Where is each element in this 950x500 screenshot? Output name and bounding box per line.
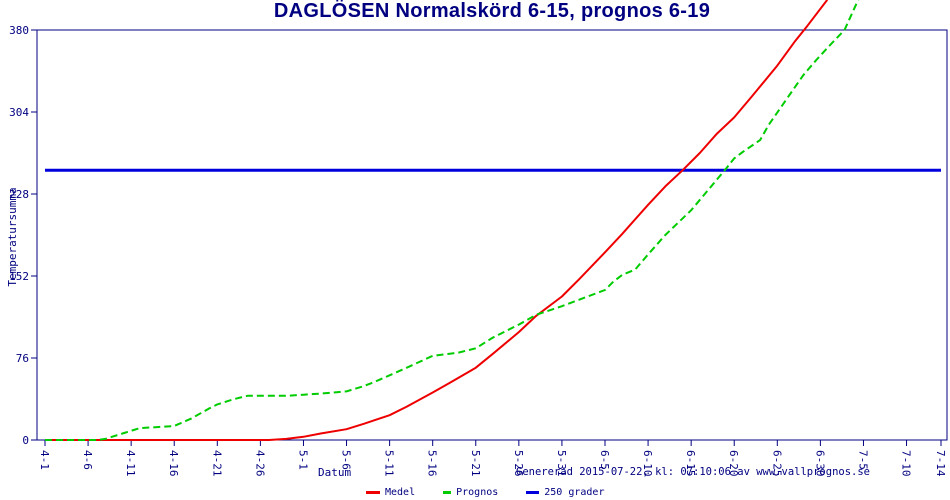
y-tick-label: 152 xyxy=(9,270,29,283)
x-tick-label: 7-14 xyxy=(934,450,947,477)
legend-item-prognos: Prognos xyxy=(443,487,498,498)
x-tick-label: 4-11 xyxy=(124,450,137,477)
plot-frame xyxy=(36,29,948,441)
250-grader-line-sample xyxy=(526,491,540,494)
x-tick-label: 5-26 xyxy=(512,450,525,477)
x-tick-label: 5-16 xyxy=(426,450,439,477)
x-tick-label: 6-25 xyxy=(770,450,783,477)
prognos-line-sample xyxy=(443,491,452,494)
x-tick-label: 5-21 xyxy=(469,450,482,477)
series-prognos-line xyxy=(45,0,860,441)
x-tick-label: 5-31 xyxy=(555,450,568,477)
y-tick-label: 76 xyxy=(16,352,29,365)
x-tick-label: 7-10 xyxy=(900,450,913,477)
x-tick-label: 4-16 xyxy=(167,450,180,477)
series-medel-line xyxy=(45,0,829,441)
generated-timestamp: Genererad 2015-07-22, kl: 07:10:06 av ww… xyxy=(516,466,871,478)
x-axis-title: Datum xyxy=(318,466,352,479)
legend-label-250-grader: 250 grader xyxy=(544,487,605,498)
x-tick-label: 7-5 xyxy=(856,450,869,470)
x-tick-label: 4-6 xyxy=(81,450,94,470)
chart-title: DAGLÖSEN Normalskörd 6-15, prognos 6-19 xyxy=(273,0,711,22)
x-tick-label: 6-5 xyxy=(598,450,611,470)
legend-item-medel: Medel xyxy=(366,487,415,498)
x-tick-label: 6-30 xyxy=(813,450,826,477)
y-tick-label: 304 xyxy=(9,106,29,119)
y-tick-label: 228 xyxy=(9,188,29,201)
y-tick-label: 380 xyxy=(9,24,29,37)
legend-item-250-grader: 250 grader xyxy=(526,487,604,498)
legend: Medel Prognos 250 grader xyxy=(366,487,604,498)
y-tick-label: 0 xyxy=(22,434,29,447)
medel-line-sample xyxy=(366,491,380,494)
legend-label-prognos: Prognos xyxy=(456,487,499,498)
x-tick-label: 4-21 xyxy=(210,450,223,477)
x-tick-label: 4-26 xyxy=(253,450,266,477)
x-tick-label: 6-15 xyxy=(684,450,697,477)
x-tick-label: 5-1 xyxy=(296,450,309,470)
legend-label-medel: Medel xyxy=(385,487,416,498)
x-tick-label: 6-20 xyxy=(727,450,740,477)
x-tick-label: 5-11 xyxy=(383,450,396,477)
x-tick-label: 4-1 xyxy=(38,450,51,470)
x-tick-label: 6-10 xyxy=(641,450,654,477)
x-tick-label: 5-6 xyxy=(340,450,353,470)
